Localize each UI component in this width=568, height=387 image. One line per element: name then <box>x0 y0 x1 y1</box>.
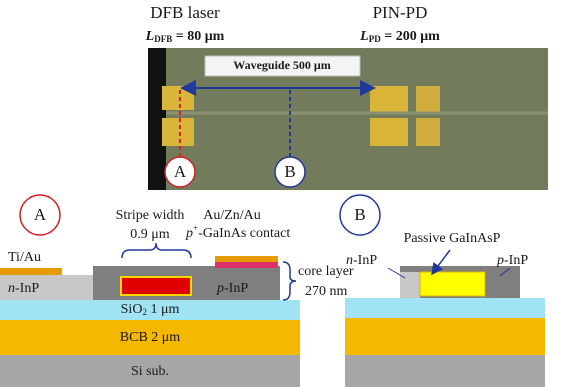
bcb: BCB 2 μm <box>120 330 181 345</box>
rest: -InP <box>224 281 248 296</box>
contact-metal: Au/Zn/Au <box>203 208 261 223</box>
stripe-value: 0.9 μm <box>130 227 170 242</box>
pd-length: LPD = 200 μm <box>359 29 440 44</box>
n-inp: n-InP <box>8 281 39 296</box>
stripe-width: Stripe width <box>116 208 185 223</box>
n-inp: n-InP <box>346 253 377 268</box>
rest: -InP <box>353 253 377 268</box>
section-b: B Passive GaInAsP n-InP p-InP <box>340 195 545 387</box>
rest: -InP <box>15 281 39 296</box>
rest: -GaInAs contact <box>198 226 290 241</box>
p-inp: p-InP <box>496 253 528 268</box>
value: = 80 μm <box>172 29 224 44</box>
dfb-length: LDFB = 80 μm <box>145 29 225 44</box>
core-thickness: 270 nm <box>305 284 348 299</box>
p-inp: p-InP <box>216 281 248 296</box>
rest: 1 μm <box>147 302 180 317</box>
prefix: p <box>496 253 504 268</box>
marker-a: A <box>174 162 187 181</box>
passive: Passive GaInAsP <box>404 231 501 246</box>
prefix: n <box>346 253 353 268</box>
symbol: L <box>145 29 155 44</box>
ti-au: Ti/Au <box>8 250 41 265</box>
si: Si sub. <box>131 364 169 379</box>
sio2: SiO2 1 μm <box>121 302 180 317</box>
marker: A <box>34 205 47 224</box>
base: SiO <box>121 302 143 317</box>
prefix: p <box>185 226 193 241</box>
contact-layer: p+-GaInAs contact <box>185 223 290 241</box>
figure: DFB laser LDFB = 80 μm PIN-PD LPD = 200 … <box>0 0 568 387</box>
symbol: L <box>359 29 369 44</box>
pd-title: PIN-PD <box>373 3 428 22</box>
prefix: n <box>8 281 15 296</box>
marker-b: B <box>284 162 295 181</box>
rest: -InP <box>504 253 528 268</box>
subscript: DFB <box>154 34 172 44</box>
waveguide-label: Waveguide 500 μm <box>233 58 330 72</box>
value: = 200 μm <box>381 29 440 44</box>
dfb-title: DFB laser <box>150 3 220 22</box>
photo: Waveguide 500 μm A B <box>148 48 548 190</box>
section-a: A Stripe width 0.9 μm Au/Zn/Au p+-GaInAs… <box>0 195 354 387</box>
marker: B <box>354 205 365 224</box>
subscript: PD <box>369 34 381 44</box>
prefix: p <box>216 281 224 296</box>
